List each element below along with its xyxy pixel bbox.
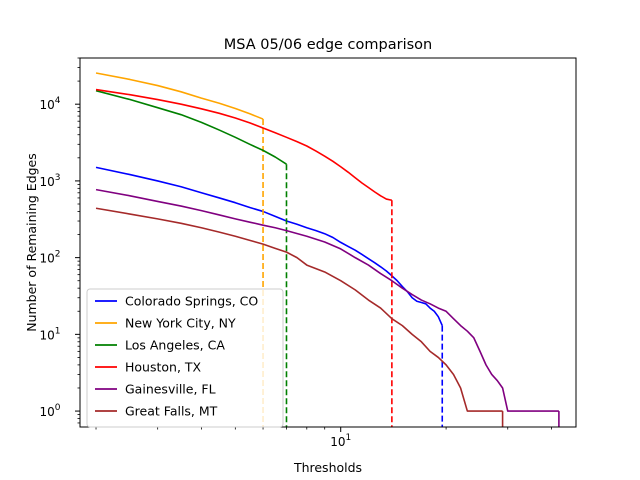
legend-label-los-angeles-ca: Los Angeles, CA xyxy=(125,338,225,353)
series-line-gainesville-fl xyxy=(95,188,559,412)
legend-label-great-falls-mt: Great Falls, MT xyxy=(125,404,218,419)
y-tick-label: 102 xyxy=(39,250,60,266)
series-line-colorado-springs-co xyxy=(95,166,443,326)
y-tick-label: 103 xyxy=(39,173,60,189)
plot-frame xyxy=(79,57,577,428)
series-line-los-angeles-ca xyxy=(95,89,287,165)
y-tick-label: 100 xyxy=(39,403,60,419)
legend-box xyxy=(86,288,284,428)
series-line-houston-tx xyxy=(95,88,393,202)
y-axis-label: Number of Remaining Edges xyxy=(24,153,39,332)
legend-label-new-york-city-ny: New York City, NY xyxy=(125,316,236,331)
series-line-great-falls-mt xyxy=(95,207,503,412)
y-tick-label: 104 xyxy=(39,96,60,112)
series-line-new-york-city-ny xyxy=(95,72,264,120)
y-tick-label: 101 xyxy=(39,326,60,342)
legend-label-colorado-springs-co: Colorado Springs, CO xyxy=(125,294,258,309)
x-axis-label: Thresholds xyxy=(293,460,362,475)
legend-label-gainesville-fl: Gainesville, FL xyxy=(125,382,216,397)
x-tick-label: 101 xyxy=(330,433,351,449)
legend: Colorado Springs, CO New York City, NY Los… xyxy=(86,288,284,428)
legend-label-houston-tx: Houston, TX xyxy=(125,360,202,375)
axis-layer: 100 101 102 103 104 101 xyxy=(39,57,552,449)
chart-title: MSA 05/06 edge comparison xyxy=(224,37,432,53)
